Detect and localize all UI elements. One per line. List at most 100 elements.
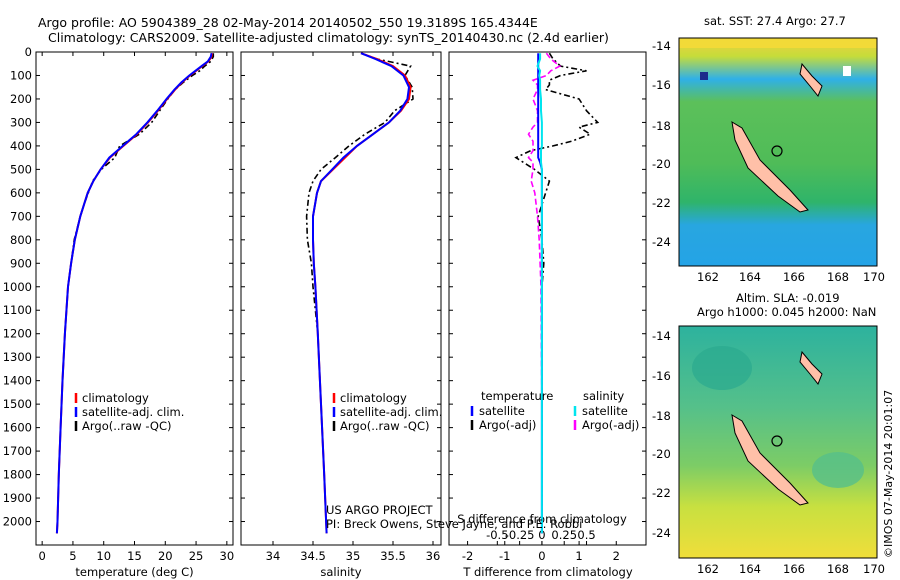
sla-map-frame — [678, 325, 878, 559]
legend-entry-temperature: satellite — [479, 404, 525, 418]
sst-missing-pixel — [843, 66, 851, 76]
sst-lat-label: -16 — [652, 78, 671, 92]
y-tick-label: 1400 — [3, 374, 32, 388]
y-tick-label: 100 — [10, 68, 32, 82]
legend-entry-temperature: Argo(..raw -QC) — [82, 419, 172, 433]
legend-entry-salinity: Argo(..raw -QC) — [340, 419, 430, 433]
y-tick-label: 700 — [10, 209, 32, 223]
y-tick-label: 2000 — [3, 515, 32, 529]
x-tick-label-T: -1 — [499, 549, 510, 563]
y-tick-label: 200 — [10, 92, 32, 106]
sla-lon-label: 162 — [697, 562, 719, 576]
legend-entry-temperature: climatology — [82, 391, 149, 405]
sla-lat-label: -18 — [652, 409, 671, 423]
pi-credit: PI: Breck Owens, Steve Jayne, and P.E. R… — [326, 517, 583, 531]
series-line-temperature-argo — [56, 53, 215, 534]
y-tick-label: 1700 — [3, 444, 32, 458]
sst-lat-label: -20 — [652, 157, 671, 171]
legend-entry-salinity: satellite-adj. clim. — [340, 405, 442, 419]
x-tick-label-salinity: 35 — [346, 549, 361, 563]
sla-lon-label: 170 — [863, 562, 885, 576]
x-axis-label-bottom: T difference from climatology — [462, 565, 633, 579]
legend-entry-temperature: satellite-adj. clim. — [82, 405, 184, 419]
sla-map — [678, 325, 878, 559]
sst-map — [678, 37, 878, 267]
sst-cold-pixel — [700, 72, 708, 80]
sst-lat-label: -14 — [652, 39, 671, 53]
vanuatu-islands-sla — [799, 350, 823, 385]
x-tick-label-S: 0 — [538, 528, 545, 542]
x-axis-label-temperature: temperature (deg C) — [75, 565, 193, 579]
sla-lat-label: -14 — [652, 329, 671, 343]
sla-lon-label: 164 — [739, 562, 761, 576]
x-tick-label-temperature: 5 — [69, 549, 76, 563]
x-tick-label-temperature: 20 — [158, 549, 173, 563]
title-line-2: Climatology: CARS2009. Satellite-adjuste… — [48, 30, 609, 45]
series-line-salinity-argo — [305, 52, 414, 534]
y-tick-label: 1800 — [3, 468, 32, 482]
legend-entry-salinity: Argo(-adj) — [582, 418, 639, 432]
y-tick-label: 400 — [10, 139, 32, 153]
sst-lat-label: -24 — [652, 235, 671, 249]
sst-lat-label: -18 — [652, 119, 671, 133]
y-tick-label: 1500 — [3, 397, 32, 411]
sla-lon-label: 168 — [827, 562, 849, 576]
sst-warm-band — [679, 38, 877, 48]
sst-lon-label: 164 — [739, 270, 761, 284]
diff-line-t-argo — [514, 52, 600, 534]
y-tick-label: 600 — [10, 186, 32, 200]
y-tick-label: 500 — [10, 162, 32, 176]
x-tick-label-temperature: 25 — [189, 549, 204, 563]
profile-plots: 0100200300400500600700800900100011001200… — [3, 45, 647, 579]
sla-anomaly — [812, 452, 864, 488]
y-tick-label: 1000 — [3, 280, 32, 294]
vanuatu-islands — [799, 62, 823, 97]
x-tick-label-temperature: 10 — [96, 549, 111, 563]
x-tick-label-salinity: 34 — [266, 549, 281, 563]
series-line-salinity-climatology — [312, 52, 412, 534]
argo-float-marker-sla — [771, 435, 783, 447]
x-tick-label-temperature: 15 — [127, 549, 142, 563]
sla-map-title-1: Altim. SLA: -0.019 — [736, 291, 840, 305]
sla-lat-label: -24 — [652, 526, 671, 540]
y-tick-label: 800 — [10, 233, 32, 247]
project-credit: US ARGO PROJECT — [326, 503, 433, 517]
argo-float-marker — [771, 145, 783, 157]
diff-line-s-satellite — [536, 53, 543, 534]
x-tick-label-T: -2 — [462, 549, 473, 563]
x-tick-label-S: -0.25 — [505, 528, 535, 542]
y-tick-label: 900 — [10, 256, 32, 270]
x-axis-label-salinity: salinity — [320, 565, 361, 579]
new-caledonia-island — [731, 121, 809, 213]
axes-frame-differences — [448, 51, 647, 546]
sst-lon-label: 168 — [827, 270, 849, 284]
sst-lon-label: 170 — [863, 270, 885, 284]
x-tick-label-S: 0.25 — [551, 528, 577, 542]
sla-lat-label: -16 — [652, 369, 671, 383]
sla-lon-label: 166 — [783, 562, 805, 576]
y-tick-label: 1600 — [3, 421, 32, 435]
sla-map-title-2: Argo h1000: 0.045 h2000: NaN — [697, 305, 877, 319]
legend-entry-temperature: Argo(-adj) — [479, 418, 536, 432]
series-line-salinity-satellite — [312, 52, 411, 534]
x-tick-label-T: 1 — [575, 549, 582, 563]
diff-line-s-argo — [527, 52, 562, 534]
x-tick-label-salinity: 36 — [426, 549, 441, 563]
x-tick-label-temperature: 0 — [38, 549, 45, 563]
y-tick-label: 1200 — [3, 327, 32, 341]
y-tick-label: 1300 — [3, 350, 32, 364]
legend-title-salinity: salinity — [583, 389, 624, 403]
sst-map-frame — [678, 37, 878, 267]
y-tick-label: 300 — [10, 115, 32, 129]
sla-lat-label: -22 — [652, 486, 671, 500]
y-tick-label: 1100 — [3, 303, 32, 317]
new-caledonia-island-sla — [731, 414, 809, 506]
y-tick-label: 0 — [25, 45, 32, 59]
axes-frame-salinity — [240, 51, 442, 546]
legend-title-temperature: temperature — [481, 389, 553, 403]
sla-lat-label: -20 — [652, 447, 671, 461]
imos-credit: ©IMOS 07-May-2014 20:01:07 — [882, 389, 895, 558]
legend-entry-salinity: climatology — [340, 391, 407, 405]
x-tick-label-salinity: 34.5 — [300, 549, 326, 563]
